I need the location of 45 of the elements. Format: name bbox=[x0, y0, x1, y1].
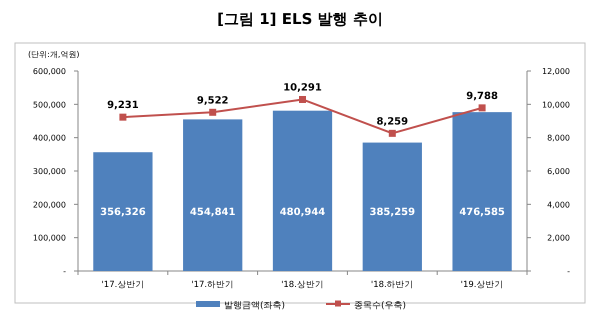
point bbox=[119, 114, 126, 121]
data-label: 454,841 bbox=[190, 207, 236, 218]
data-label: 9,522 bbox=[196, 95, 229, 106]
x-tick-label: '18.상반기 bbox=[281, 280, 324, 290]
chart-title: [그림 1] ELS 발행 추이 bbox=[217, 10, 383, 28]
y2-tick-label: 4,000 bbox=[547, 200, 570, 210]
legend-label: 발행금액(좌축) bbox=[224, 301, 286, 311]
point bbox=[478, 104, 486, 112]
data-label: 10,291 bbox=[283, 82, 322, 94]
bar bbox=[362, 142, 422, 271]
legend-발행금액(좌축): 발행금액(좌축) bbox=[196, 301, 286, 311]
bar bbox=[272, 110, 332, 271]
y-tick-label: 500,000 bbox=[32, 100, 66, 110]
data-label: 9,788 bbox=[466, 90, 498, 102]
y2-tick-label: - bbox=[567, 267, 570, 276]
point bbox=[388, 130, 396, 137]
y-tick-label: 300,000 bbox=[32, 167, 66, 176]
y-tick-label: 100,000 bbox=[32, 234, 66, 243]
data-label: 356,326 bbox=[100, 207, 146, 218]
text: (단위:개,억원) bbox=[28, 50, 80, 59]
data-label: 476,585 bbox=[459, 207, 505, 218]
bar bbox=[183, 119, 242, 271]
bar bbox=[452, 112, 512, 271]
data-label: 480,944 bbox=[280, 207, 326, 218]
legend-종목수(우축): 종목수(우축) bbox=[326, 300, 406, 311]
y-tick-label: 200,000 bbox=[32, 200, 66, 210]
y-tick-label: - bbox=[63, 267, 66, 276]
y2-tick-label: 10,000 bbox=[542, 100, 570, 110]
y-tick-label: 400,000 bbox=[32, 134, 66, 143]
point bbox=[299, 96, 306, 103]
y2-tick-label: 12,000 bbox=[542, 67, 570, 76]
data-label: 9,231 bbox=[107, 100, 139, 112]
x-tick-label: '17.하반기 bbox=[191, 280, 234, 290]
x-tick-label: '19.상반기 bbox=[460, 280, 504, 290]
point bbox=[209, 108, 216, 116]
x-tick-label: '18.하반기 bbox=[370, 280, 414, 290]
data-label: 385,259 bbox=[370, 207, 416, 218]
data-label: 8,259 bbox=[376, 116, 408, 128]
y2-tick-label: 6,000 bbox=[547, 167, 570, 176]
y2-tick-label: 2,000 bbox=[547, 234, 570, 243]
bar bbox=[93, 152, 153, 271]
legend-label: 종목수(우축) bbox=[354, 301, 406, 311]
x-tick-label: '17.상반기 bbox=[101, 280, 144, 290]
y2-tick-label: 8,000 bbox=[547, 134, 570, 143]
y-tick-label: 600,000 bbox=[32, 67, 66, 76]
